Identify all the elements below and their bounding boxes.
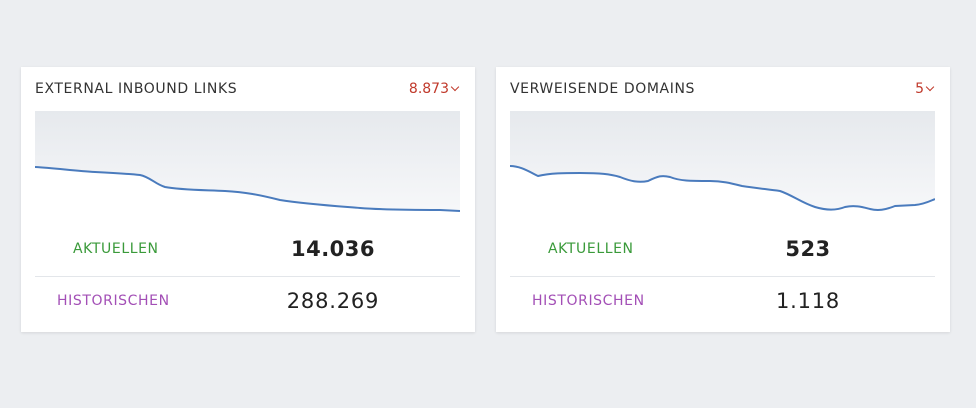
historical-value: 1.118 (775, 289, 841, 313)
delta-dropdown[interactable]: 5 (915, 81, 935, 97)
historical-value: 288.269 (286, 289, 380, 313)
chevron-down-icon (450, 82, 460, 92)
trend-line (510, 165, 935, 211)
historical-label: HISTORISCHEN (532, 293, 645, 309)
delta-value: 5 (915, 81, 924, 97)
current-value: 523 (785, 237, 831, 261)
current-value: 14.036 (290, 237, 376, 261)
current-label: AKTUELLEN (73, 241, 159, 257)
chevron-down-icon (925, 82, 935, 92)
trend-area (35, 167, 460, 215)
card-title: EXTERNAL INBOUND LINKS (35, 81, 238, 97)
current-row: AKTUELLEN 523 (510, 225, 935, 273)
historical-label: HISTORISCHEN (57, 293, 170, 309)
verweisende-domains-card: VERWEISENDE DOMAINS 5 AKTUELLEN 523 HIST… (496, 67, 950, 332)
current-label: AKTUELLEN (548, 241, 634, 257)
row-divider (35, 276, 460, 277)
trend-area (510, 166, 935, 215)
delta-dropdown[interactable]: 8.873 (408, 81, 460, 97)
historical-row: HISTORISCHEN 288.269 (35, 277, 460, 325)
trend-line (35, 166, 460, 212)
delta-value: 8.873 (408, 81, 449, 97)
card-title: VERWEISENDE DOMAINS (510, 81, 696, 97)
trend-chart (510, 111, 935, 215)
row-divider (510, 276, 935, 277)
historical-row: HISTORISCHEN 1.118 (510, 277, 935, 325)
trend-chart (35, 111, 460, 215)
current-row: AKTUELLEN 14.036 (35, 225, 460, 273)
external-inbound-links-card: EXTERNAL INBOUND LINKS 8.873 AKTUELLEN 1… (21, 67, 475, 332)
